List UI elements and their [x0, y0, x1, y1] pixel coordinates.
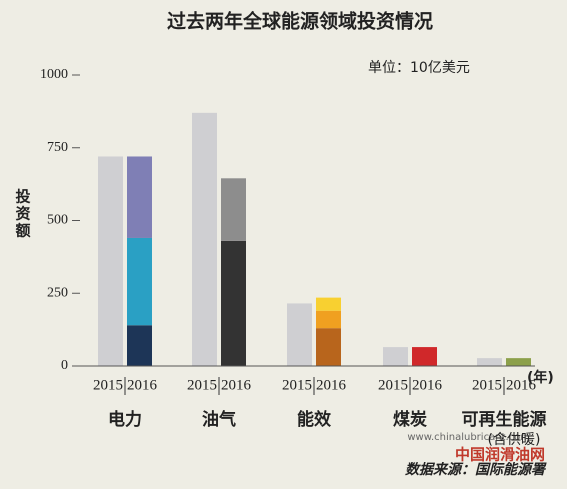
x-tick-label: 2015	[378, 377, 408, 393]
bar-segment	[316, 328, 341, 366]
source: 数据来源：国际能源署	[405, 461, 547, 478]
bar-segment	[127, 237, 152, 326]
x-tick-label: 2016	[506, 377, 537, 393]
bar	[383, 347, 408, 366]
bar-segment	[221, 240, 246, 366]
unit-label: 单位：10亿美元	[368, 60, 470, 76]
y-tick-label: 500	[47, 213, 68, 228]
bar	[477, 358, 502, 366]
y-tick-label: 750	[47, 140, 68, 155]
x-tick-label: 2016	[221, 377, 252, 393]
bar-segment	[316, 297, 341, 311]
bar-segment	[412, 347, 437, 366]
x-tick-label: 2016	[127, 377, 158, 393]
x-tick-label: 2015	[187, 377, 217, 393]
bar	[98, 156, 123, 366]
x-tick-label: 2015	[282, 377, 312, 393]
bar-segment	[316, 310, 341, 329]
category-label: 能效	[297, 409, 331, 430]
category-label: 电力	[108, 409, 142, 430]
bar-segment	[127, 156, 152, 238]
category-label: 可再生能源	[462, 409, 547, 430]
x-tick-label: 2015	[472, 377, 502, 393]
x-unit-label: (年)	[527, 369, 554, 386]
watermark: www.chinalubricant.com	[407, 432, 530, 443]
x-tick-label: 2015	[93, 377, 123, 393]
y-tick-label: 1000	[40, 67, 68, 82]
y-axis-label: 投资额	[14, 188, 32, 240]
category-label: 油气	[202, 409, 236, 430]
category-label: 煤炭	[393, 409, 427, 430]
bar-segment	[506, 358, 531, 366]
bar	[192, 112, 217, 366]
x-tick-label: 2016	[316, 377, 347, 393]
bar-segment	[221, 178, 246, 241]
y-tick-label: 250	[47, 285, 68, 300]
bar-segment	[127, 325, 152, 366]
watermark: 中国润滑油网	[455, 446, 545, 464]
category-note: (含供暖)	[488, 432, 541, 448]
chart-title: 过去两年全球能源领域投资情况	[167, 10, 433, 33]
y-tick-label: 0	[61, 358, 68, 373]
bar	[287, 303, 312, 366]
x-tick-label: 2016	[412, 377, 443, 393]
